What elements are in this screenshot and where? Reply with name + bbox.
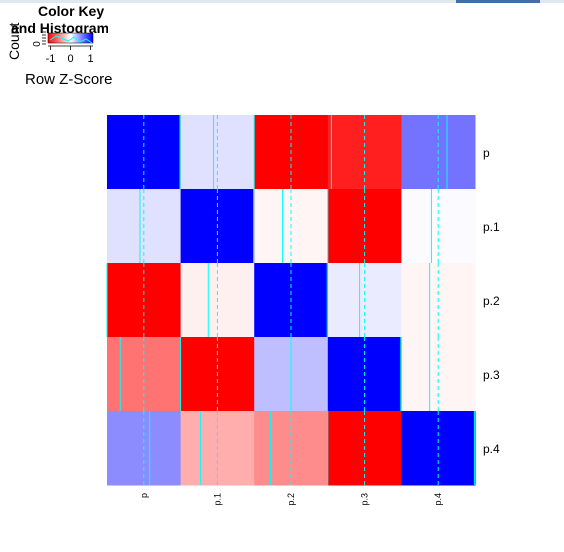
color-key-histogram xyxy=(49,35,93,44)
window-title-strip xyxy=(0,0,564,3)
color-key-xlabel: Row Z-Score xyxy=(25,71,113,88)
color-key-title-line1: Color Key xyxy=(38,3,105,19)
column-label: p.1 xyxy=(212,493,222,506)
column-label: p.3 xyxy=(360,493,370,506)
row-label: p.4 xyxy=(483,442,500,456)
column-label: p.4 xyxy=(433,493,443,506)
color-key: 0 -1 0 1 xyxy=(32,31,94,65)
column-label: p.2 xyxy=(286,493,296,506)
column-label: p xyxy=(139,493,149,498)
color-key-tick-label: 0 xyxy=(67,53,73,65)
row-label: p.1 xyxy=(483,220,500,234)
heatmap-cells xyxy=(107,115,476,486)
row-label: p.2 xyxy=(483,294,500,308)
heatmap-traces xyxy=(106,115,475,485)
row-labels: p p.1 p.2 p.3 p.4 xyxy=(483,146,500,456)
color-key-tick-label: -1 xyxy=(46,53,56,65)
row-label: p.3 xyxy=(483,368,500,382)
column-labels: p p.1 p.2 p.3 p.4 xyxy=(139,493,443,506)
color-key-tick-label: 1 xyxy=(87,53,93,65)
row-label: p xyxy=(483,146,490,160)
color-key-title-line2: and Histogram xyxy=(11,20,108,36)
color-key-gradient xyxy=(47,32,94,44)
window-control-buttons[interactable] xyxy=(456,0,540,3)
color-key-ytick: 0 xyxy=(32,41,43,47)
